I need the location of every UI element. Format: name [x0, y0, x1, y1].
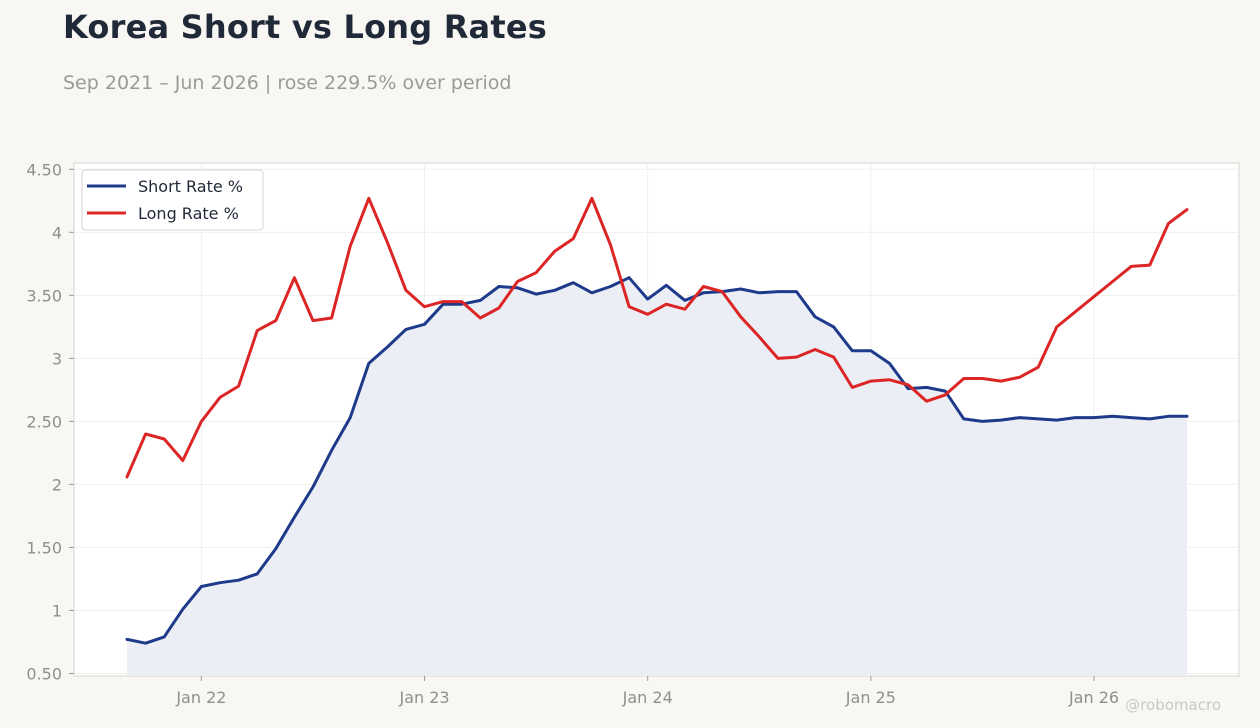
chart-title: Korea Short vs Long Rates	[63, 8, 547, 46]
y-tick-label: 2	[52, 475, 62, 494]
y-tick-label: 0.50	[26, 664, 62, 683]
legend-label-long-rate: Long Rate %	[138, 204, 239, 223]
y-tick-label: 2.50	[26, 412, 62, 431]
short-rate-fill	[127, 277, 1187, 676]
y-axis: 0.50 1 1.50 2 2.50 3 3.50 4 4.50	[26, 160, 74, 683]
short-rate-area	[127, 277, 1187, 676]
legend-box	[81, 169, 264, 231]
x-axis: Jan 22 Jan 23 Jan 24 Jan 25 Jan 26	[175, 676, 1119, 707]
y-tick-label: 3.50	[26, 286, 62, 305]
long-rate-line	[125, 196, 1189, 479]
x-tick-label: Jan 25	[845, 688, 896, 707]
x-tick-label: Jan 22	[175, 688, 226, 707]
series-lines	[125, 196, 1189, 645]
legend: Short Rate % Long Rate %	[81, 169, 264, 231]
x-tick-label: Jan 26	[1068, 688, 1119, 707]
y-tick-label: 3	[52, 349, 62, 368]
y-tick-label: 4	[52, 223, 62, 242]
chart-subtitle: Sep 2021 – Jun 2026 | rose 229.5% over p…	[63, 72, 512, 94]
y-tick-label: 4.50	[26, 160, 62, 179]
y-tick-label: 1.50	[26, 538, 62, 557]
watermark: @robomacro	[1125, 696, 1221, 714]
legend-label-short-rate: Short Rate %	[138, 177, 243, 196]
short-rate-line	[125, 276, 1189, 645]
x-tick-label: Jan 24	[622, 688, 673, 707]
y-tick-label: 1	[52, 601, 62, 620]
x-tick-label: Jan 23	[398, 688, 449, 707]
